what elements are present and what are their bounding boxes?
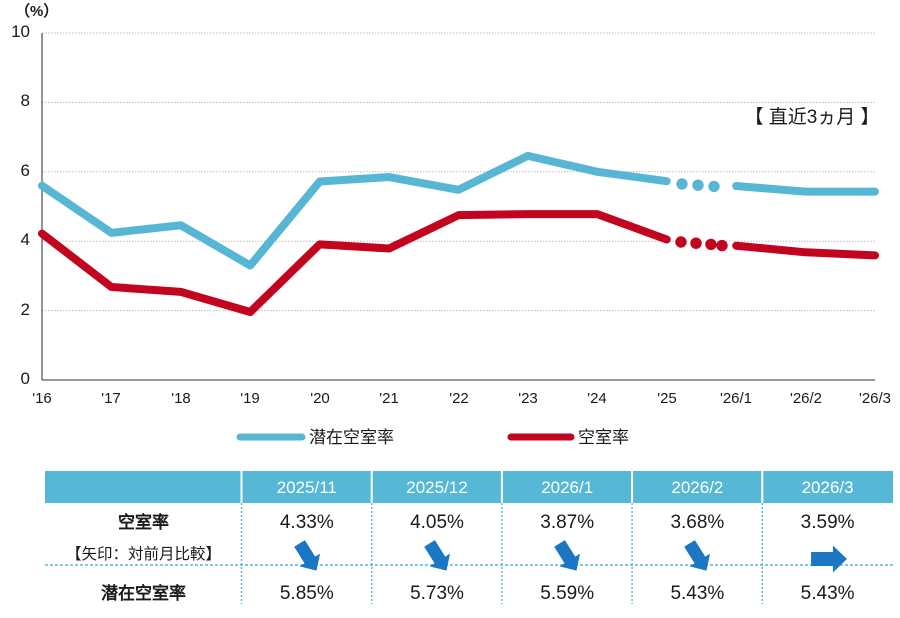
svg-text:5.59%: 5.59% bbox=[540, 583, 594, 604]
svg-text:5.73%: 5.73% bbox=[410, 583, 464, 604]
svg-text:5.43%: 5.43% bbox=[670, 583, 724, 604]
svg-text:2026/3: 2026/3 bbox=[802, 478, 854, 497]
svg-text:2026/1: 2026/1 bbox=[541, 478, 593, 497]
svg-text:3.68%: 3.68% bbox=[670, 512, 724, 533]
svg-text:2025/11: 2025/11 bbox=[277, 478, 337, 497]
svg-text:【矢印：対前月比較】: 【矢印：対前月比較】 bbox=[66, 545, 221, 563]
svg-text:2025/12: 2025/12 bbox=[406, 478, 467, 497]
svg-text:5.43%: 5.43% bbox=[801, 583, 855, 604]
svg-text:2026/2: 2026/2 bbox=[671, 478, 723, 497]
svg-text:3.59%: 3.59% bbox=[801, 512, 855, 533]
svg-text:潜在空室率: 潜在空室率 bbox=[101, 583, 186, 603]
svg-text:5.85%: 5.85% bbox=[280, 583, 334, 604]
svg-text:空室率: 空室率 bbox=[118, 512, 169, 532]
svg-text:4.05%: 4.05% bbox=[410, 512, 464, 533]
svg-text:3.87%: 3.87% bbox=[540, 512, 594, 533]
svg-text:4.33%: 4.33% bbox=[280, 512, 334, 533]
